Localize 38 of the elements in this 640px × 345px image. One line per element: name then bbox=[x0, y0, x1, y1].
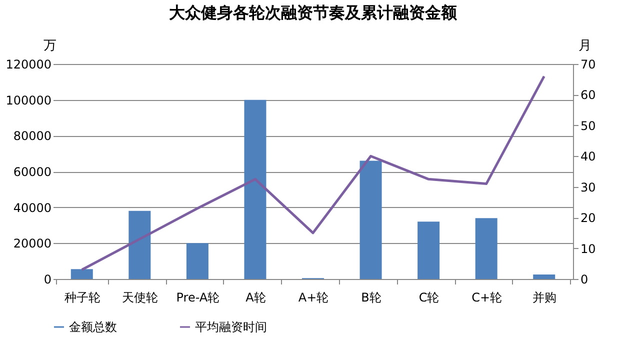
x-tick-label: A轮 bbox=[246, 290, 266, 304]
bar bbox=[360, 160, 382, 279]
y-axis-title: 万 bbox=[44, 38, 56, 54]
line-series bbox=[80, 75, 546, 272]
bar bbox=[186, 243, 208, 279]
legend-label: 平均融资时间 bbox=[195, 320, 267, 334]
legend-label: 金额总数 bbox=[69, 320, 117, 334]
x-tick-label: Pre-A轮 bbox=[176, 290, 220, 304]
chart-title: 大众健身各轮次融资节奏及累计融资金额 bbox=[169, 3, 458, 22]
y-tick-label: 0 bbox=[44, 272, 52, 286]
bar bbox=[244, 100, 266, 279]
y2-tick-label: 10 bbox=[580, 242, 596, 256]
y-tick-label: 60000 bbox=[13, 165, 52, 179]
bar bbox=[128, 210, 151, 279]
bar bbox=[418, 222, 440, 279]
y-tick-label: 100000 bbox=[6, 93, 52, 108]
y2-tick-label: 0 bbox=[580, 272, 588, 286]
y-tick-label: 80000 bbox=[13, 129, 52, 144]
x-tick-label: 天使轮 bbox=[122, 290, 158, 304]
x-tick-label: A+轮 bbox=[298, 290, 329, 304]
x-tick-label: B轮 bbox=[361, 290, 382, 304]
y-tick-label: 20000 bbox=[13, 236, 52, 251]
bar bbox=[70, 269, 93, 279]
y-tick-label: 40000 bbox=[13, 200, 52, 215]
x-tick-label: C轮 bbox=[418, 290, 440, 304]
y2-tick-label: 70 bbox=[580, 58, 596, 72]
y2-tick-label: 60 bbox=[580, 88, 596, 102]
x-tick-label: 并购 bbox=[532, 290, 557, 304]
y-tick-label: 120000 bbox=[6, 58, 52, 72]
y2-tick-label: 40 bbox=[580, 150, 596, 164]
bar bbox=[475, 218, 498, 279]
bar bbox=[533, 274, 556, 279]
y2-axis-title: 月 bbox=[578, 38, 592, 54]
x-tick-label: 种子轮 bbox=[64, 290, 100, 304]
y2-tick-label: 50 bbox=[580, 118, 596, 133]
y2-tick-label: 30 bbox=[580, 180, 596, 194]
x-tick-label: C+轮 bbox=[472, 290, 502, 304]
y2-tick-label: 20 bbox=[580, 211, 596, 226]
